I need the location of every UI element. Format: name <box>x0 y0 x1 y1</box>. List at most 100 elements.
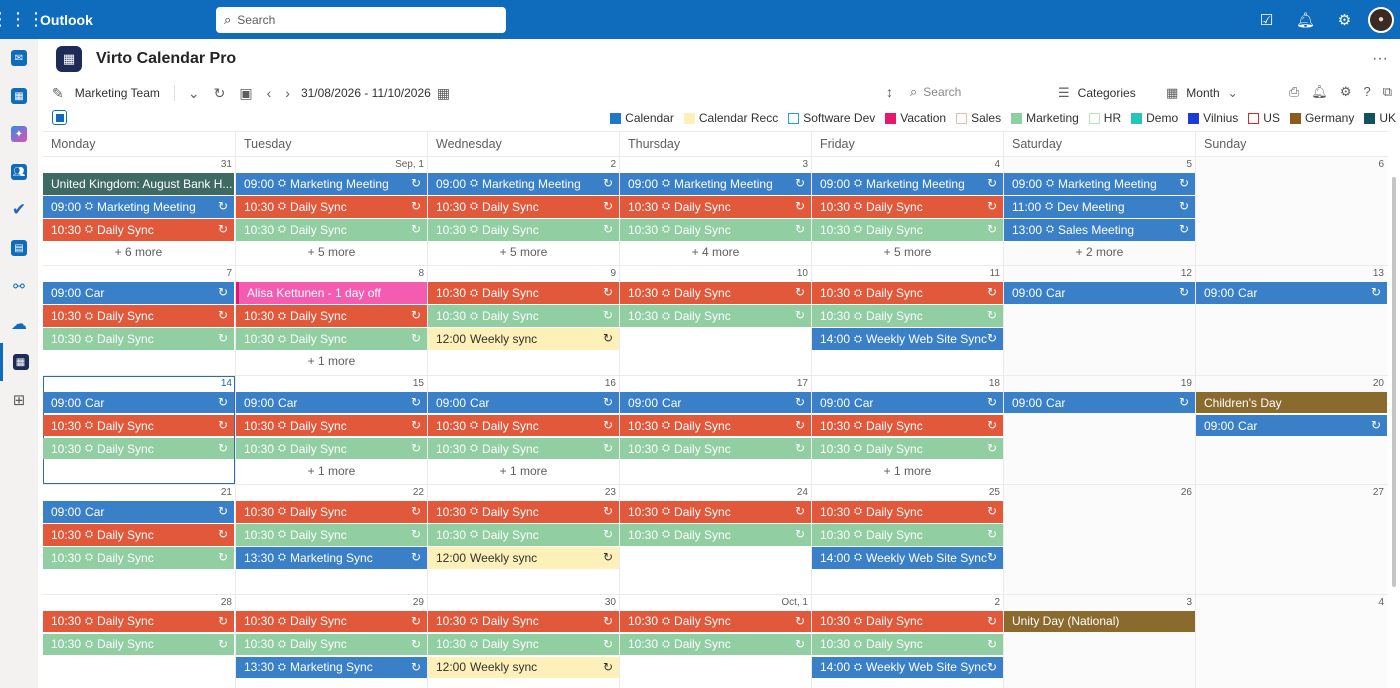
calendar-event[interactable]: 09:00 ⛭ Marketing Meeting ↻ <box>1004 173 1195 195</box>
calendar-event[interactable]: 10:30 ⛭ Daily Sync ↻ <box>428 524 619 546</box>
calendar-event[interactable]: 10:30 ⛭ Daily Sync ↻ <box>620 524 811 546</box>
day-cell[interactable]: 22 10:30 ⛭ Daily Sync ↻ 10:30 ⛭ Daily Sync ↻ 13:3… <box>235 485 427 594</box>
scrollbar[interactable] <box>1392 177 1396 587</box>
refresh-icon[interactable]: ↻ <box>213 84 226 101</box>
more-events-link[interactable]: + 1 more <box>499 463 548 478</box>
calendar-event[interactable]: 10:30 ⛭ Daily Sync ↻ <box>812 282 1003 304</box>
day-cell[interactable]: 31 United Kingdom: August Bank H... 09:00 ⛭… <box>43 157 235 265</box>
day-number[interactable]: 16 <box>604 377 616 389</box>
calendar-event[interactable]: 10:30 ⛭ Daily Sync ↻ <box>428 196 619 218</box>
day-cell[interactable]: 2 09:00 ⛭ Marketing Meeting ↻ 10:30 ⛭ Daily Syn… <box>427 157 619 266</box>
calendar-event[interactable]: 10:30 ⛭ Daily Sync ↻ <box>812 633 1003 656</box>
day-cell[interactable]: 18 09:00 Car ↻ 10:30 ⛭ Daily Sync ↻ 10:30 ⛭ Daily … <box>811 375 1003 485</box>
more-events-link[interactable]: + 1 more <box>883 463 932 478</box>
calendar-event[interactable]: Unity Day (National) <box>1004 610 1195 633</box>
calendar-event[interactable]: 13:30 ⛭ Marketing Sync ↻ <box>236 547 427 569</box>
calendar-event[interactable]: 09:00 Car ↻ <box>43 282 234 304</box>
calendar-search-input[interactable]: ⌕ Search <box>910 84 961 100</box>
settings-icon[interactable]: ⚙ <box>1339 84 1352 99</box>
select-all-checkbox[interactable] <box>52 110 67 125</box>
calendar-event[interactable]: 09:00 ⛭ Marketing Meeting ↻ <box>428 173 619 195</box>
day-number[interactable]: 14 <box>220 377 232 389</box>
rail-copilot[interactable]: ✦ <box>0 115 38 153</box>
today-icon[interactable]: ▣ <box>239 84 253 101</box>
day-number[interactable]: 23 <box>604 487 616 499</box>
calendar-event[interactable]: 10:30 ⛭ Daily Sync ↻ <box>620 437 811 460</box>
calendar-event[interactable]: 10:30 ⛭ Daily Sync ↻ <box>812 501 1003 523</box>
day-number[interactable]: 30 <box>604 596 616 608</box>
calendar-event[interactable]: 10:30 ⛭ Daily Sync ↻ <box>236 305 427 327</box>
day-number[interactable]: 17 <box>796 377 808 389</box>
day-cell[interactable]: 16 09:00 Car ↻ 10:30 ⛭ Daily Sync ↻ 10:30 ⛭ Daily … <box>427 375 619 485</box>
day-number[interactable]: 24 <box>796 487 808 499</box>
day-cell[interactable]: 28 10:30 ⛭ Daily Sync ↻ 10:30 ⛭ Daily Sync ↻ <box>43 595 235 688</box>
day-number[interactable]: 6 <box>1378 159 1384 170</box>
day-cell[interactable]: 6 <box>1195 157 1387 266</box>
calendar-event[interactable]: 09:00 Car ↻ <box>236 391 427 414</box>
calendar-event[interactable]: 10:30 ⛭ Daily Sync ↻ <box>812 524 1003 546</box>
categories-button[interactable]: ☰ Categories <box>1058 85 1136 101</box>
calendar-event[interactable]: 10:30 ⛭ Daily Sync ↻ <box>428 219 619 241</box>
calendar-event[interactable]: 10:30 ⛭ Daily Sync ↻ <box>43 219 234 241</box>
legend-item[interactable]: Calendar <box>610 111 674 125</box>
calendar-event[interactable]: 09:00 Car ↻ <box>620 391 811 414</box>
calendar-event[interactable]: 10:30 ⛭ Daily Sync ↻ <box>812 305 1003 327</box>
more-options-icon[interactable]: ··· <box>1372 50 1388 67</box>
calendar-event[interactable]: 10:30 ⛭ Daily Sync ↻ <box>620 282 811 304</box>
bell-icon[interactable]: 🔔︎ <box>1295 11 1316 29</box>
calendar-event[interactable]: 10:30 ⛭ Daily Sync ↻ <box>43 524 234 546</box>
calendar-event[interactable]: 10:30 ⛭ Daily Sync ↻ <box>620 305 811 327</box>
calendar-event[interactable]: Alisa Kettunen - 1 day off <box>236 282 427 304</box>
rail-files[interactable]: ▤ <box>0 229 38 267</box>
legend-item[interactable]: Sales <box>956 111 1001 125</box>
more-events-link[interactable]: + 5 more <box>883 245 932 259</box>
rail-more-apps[interactable]: ⊞ <box>0 381 38 419</box>
legend-item[interactable]: UK <box>1364 111 1396 125</box>
calendar-event[interactable]: 09:00 Car ↻ <box>1196 282 1387 304</box>
calendar-event[interactable]: 10:30 ⛭ Daily Sync ↻ <box>43 414 234 437</box>
todo-icon[interactable]: ☑ <box>1259 11 1274 29</box>
day-number[interactable]: 18 <box>988 377 1000 389</box>
rail-org[interactable]: ⚯ <box>0 267 38 305</box>
calendar-event[interactable]: 09:00 Car ↻ <box>1004 282 1195 304</box>
app-name[interactable]: Outlook <box>40 11 93 28</box>
day-number[interactable]: 25 <box>988 487 1000 499</box>
calendar-event[interactable]: 10:30 ⛭ Daily Sync ↻ <box>43 305 234 327</box>
day-cell[interactable]: 30 10:30 ⛭ Daily Sync ↻ 10:30 ⛭ Daily Sync ↻ 12:0… <box>427 594 619 688</box>
day-number[interactable]: 12 <box>1180 268 1192 280</box>
day-number[interactable]: 2 <box>610 159 616 170</box>
day-cell[interactable]: 11 10:30 ⛭ Daily Sync ↻ 10:30 ⛭ Daily Sync ↻ 14:0… <box>811 266 1003 375</box>
day-cell[interactable]: 9 10:30 ⛭ Daily Sync ↻ 10:30 ⛭ Daily Sync ↻ 12:00… <box>427 266 619 375</box>
day-number[interactable]: 26 <box>1180 487 1192 499</box>
calendar-event[interactable]: 12:00 Weekly sync ↻ <box>428 656 619 679</box>
rail-people[interactable]: 👥︎ <box>0 153 38 191</box>
day-cell[interactable]: 2 10:30 ⛭ Daily Sync ↻ 10:30 ⛭ Daily Sync ↻ 14:00… <box>811 594 1003 688</box>
day-number[interactable]: 31 <box>220 159 232 170</box>
more-events-link[interactable]: + 1 more <box>307 463 356 478</box>
more-events-link[interactable]: + 6 more <box>114 245 163 259</box>
chevron-left-icon[interactable]: ‹ <box>266 85 272 101</box>
day-number[interactable]: 10 <box>796 268 808 280</box>
calendar-event[interactable]: 10:30 ⛭ Daily Sync ↻ <box>43 437 234 460</box>
rail-calendar[interactable]: ▦ <box>0 77 38 115</box>
expand-vertical-icon[interactable]: ↕ <box>886 84 893 100</box>
day-cell[interactable]: 3 09:00 ⛭ Marketing Meeting ↻ 10:30 ⛭ Daily Syn… <box>619 157 811 266</box>
calendar-event[interactable]: 10:30 ⛭ Daily Sync ↻ <box>236 196 427 218</box>
day-number[interactable]: 15 <box>412 377 424 389</box>
calendar-event[interactable]: 10:30 ⛭ Daily Sync ↻ <box>428 305 619 327</box>
day-cell[interactable]: 8 Alisa Kettunen - 1 day off 10:30 ⛭ Daily S… <box>235 266 427 375</box>
chevron-down-icon[interactable]: ⌄ <box>187 84 200 101</box>
more-events-link[interactable]: + 4 more <box>691 245 740 259</box>
day-cell[interactable]: 13 09:00 Car ↻ <box>1195 266 1387 375</box>
date-range[interactable]: 31/08/2026 - 11/10/2026 <box>300 86 431 100</box>
day-number[interactable]: 4 <box>994 159 1000 170</box>
calendar-event[interactable]: 09:00 Car ↻ <box>43 501 234 523</box>
legend-item[interactable]: Vacation <box>885 111 946 125</box>
day-cell[interactable]: 3 Unity Day (National) <box>1003 594 1195 688</box>
calendar-event[interactable]: 10:30 ⛭ Daily Sync ↻ <box>620 610 811 633</box>
calendar-event[interactable]: 11:00 ⛭ Dev Meeting ↻ <box>1004 196 1195 218</box>
day-cell[interactable]: Sep, 1 09:00 ⛭ Marketing Meeting ↻ 10:30 ⛭ Dail… <box>235 157 427 266</box>
calendar-event[interactable]: 10:30 ⛭ Daily Sync ↻ <box>620 501 811 523</box>
calendar-event[interactable]: 14:00 ⛭ Weekly Web Site Sync ↻ <box>812 328 1003 350</box>
more-events-link[interactable]: + 1 more <box>307 354 356 369</box>
